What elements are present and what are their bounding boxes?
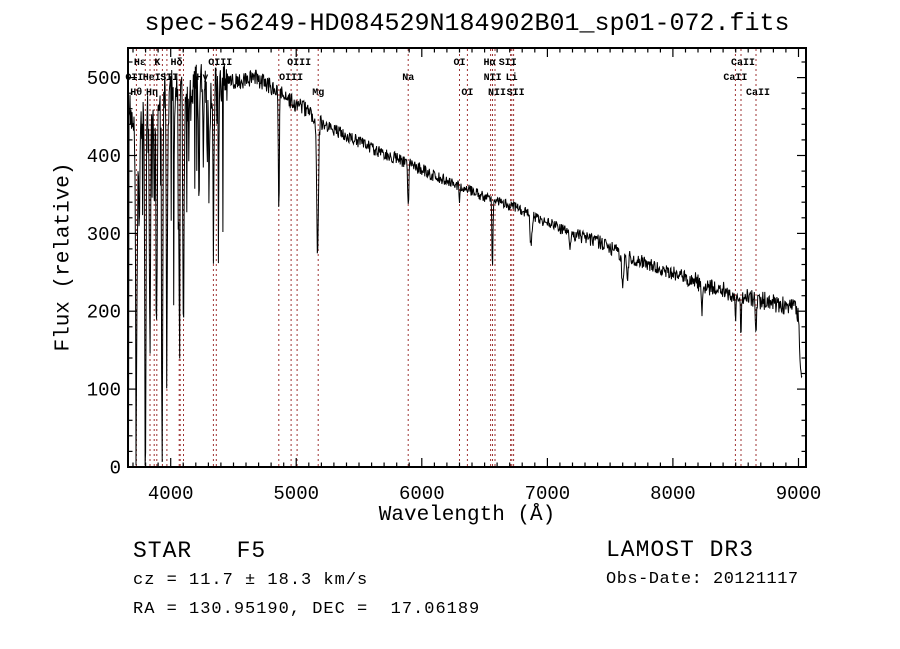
y-tick-label: 500	[87, 68, 121, 90]
spectral-line-label: OI	[461, 88, 473, 99]
y-tick-label: 100	[87, 380, 121, 402]
spectral-line-label: SII	[160, 73, 178, 84]
y-tick-label: 0	[110, 458, 121, 480]
radial-velocity-text: cz = 11.7 ± 18.3 km/s	[133, 571, 369, 590]
spectral-line-label: Hα	[483, 58, 495, 69]
y-tick-label: 300	[87, 224, 121, 246]
y-tick-label: 400	[87, 146, 121, 168]
spectral-line-label: Na	[402, 73, 414, 84]
spectral-line-label: Mg	[312, 88, 324, 99]
x-tick-label: 7000	[525, 483, 571, 505]
spectral-line-label: OIII	[279, 73, 303, 84]
spectral-line-label: Hδ	[170, 57, 182, 69]
plot-box	[127, 47, 807, 468]
spectral-line-label: OI	[453, 58, 465, 69]
spectral-line-label: OIII	[287, 58, 311, 69]
coordinates-text: RA = 130.95190, DEC = 17.06189	[133, 600, 481, 619]
spectral-line-label: NII	[488, 88, 506, 99]
spectral-line-label: HeI	[143, 73, 161, 84]
spectral-line-label: Li	[506, 72, 518, 84]
spectral-line-label: Hθ	[130, 87, 142, 99]
spectral-line-label: CaII	[731, 58, 755, 69]
spectral-line-label: CaII	[746, 88, 770, 99]
x-tick-label: 4000	[148, 483, 194, 505]
y-axis-label: Flux (relative)	[52, 162, 76, 352]
observation-date-text: Obs-Date: 20121117	[606, 570, 799, 589]
spectral-line-label: SII	[499, 58, 517, 69]
spectral-line-label: OII	[125, 73, 143, 84]
survey-release-text: LAMOST DR3	[606, 537, 755, 563]
object-classification-text: STAR F5	[133, 538, 267, 564]
spectral-line-label: Hη	[146, 88, 158, 99]
x-tick-label: 5000	[273, 483, 319, 505]
x-tick-label: 6000	[399, 483, 445, 505]
spectral-line-label: CaII	[723, 73, 747, 84]
spectral-line-label: K	[154, 58, 160, 69]
spectral-line-label: SII	[507, 88, 525, 99]
spectral-line-label: Hε	[134, 58, 146, 69]
plot-title: spec-56249-HD084529N184902B01_sp01-072.f…	[144, 9, 790, 38]
spectrum-path	[128, 63, 803, 466]
spectral-line-label: OIII	[208, 58, 232, 69]
x-tick-label: 8000	[650, 483, 696, 505]
spectral-line-label: NII	[484, 73, 502, 84]
spectral-line-label: Hγ	[196, 73, 208, 84]
x-axis-label: Wavelength (Å)	[378, 504, 556, 527]
y-tick-label: 200	[87, 302, 121, 324]
x-tick-label: 9000	[776, 483, 822, 505]
